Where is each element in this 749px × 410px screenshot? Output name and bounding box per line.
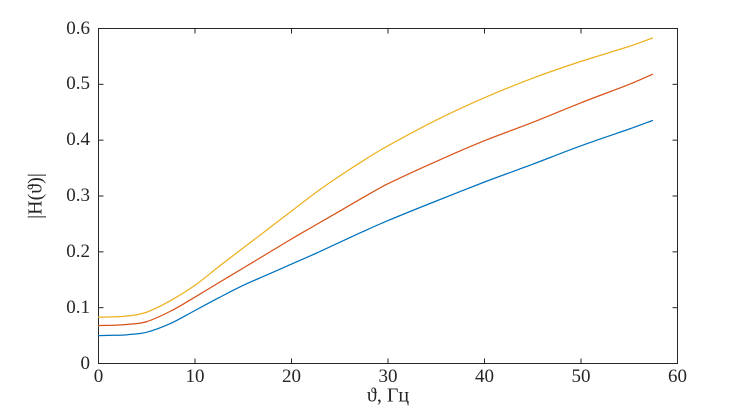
x-tick-label: 50 (571, 366, 591, 387)
plot-box (98, 28, 678, 364)
curve-orange (97, 73, 654, 327)
curve-yellow (97, 37, 654, 318)
x-tick-label: 0 (93, 366, 104, 387)
y-tick-label: 0 (80, 352, 91, 374)
x-tick-label: 30 (378, 366, 398, 387)
x-tick-label: 20 (282, 366, 301, 387)
x-tick-label: 60 (668, 366, 687, 387)
y-tick-label: 0.2 (66, 240, 90, 262)
y-tick-label: 0.6 (66, 17, 90, 39)
y-tick-label: 0.5 (66, 73, 90, 95)
x-tick-label: 10 (185, 366, 205, 387)
x-tick-label: 40 (475, 366, 494, 387)
curve-blue (97, 119, 654, 337)
y-tick-label: 0.3 (66, 185, 90, 206)
y-axis-label: |H(ϑ)| (24, 173, 47, 219)
x-axis-label: ϑ, Гц (366, 384, 410, 407)
y-tick-label: 0.4 (66, 129, 90, 151)
y-tick-label: 0.1 (66, 296, 90, 318)
